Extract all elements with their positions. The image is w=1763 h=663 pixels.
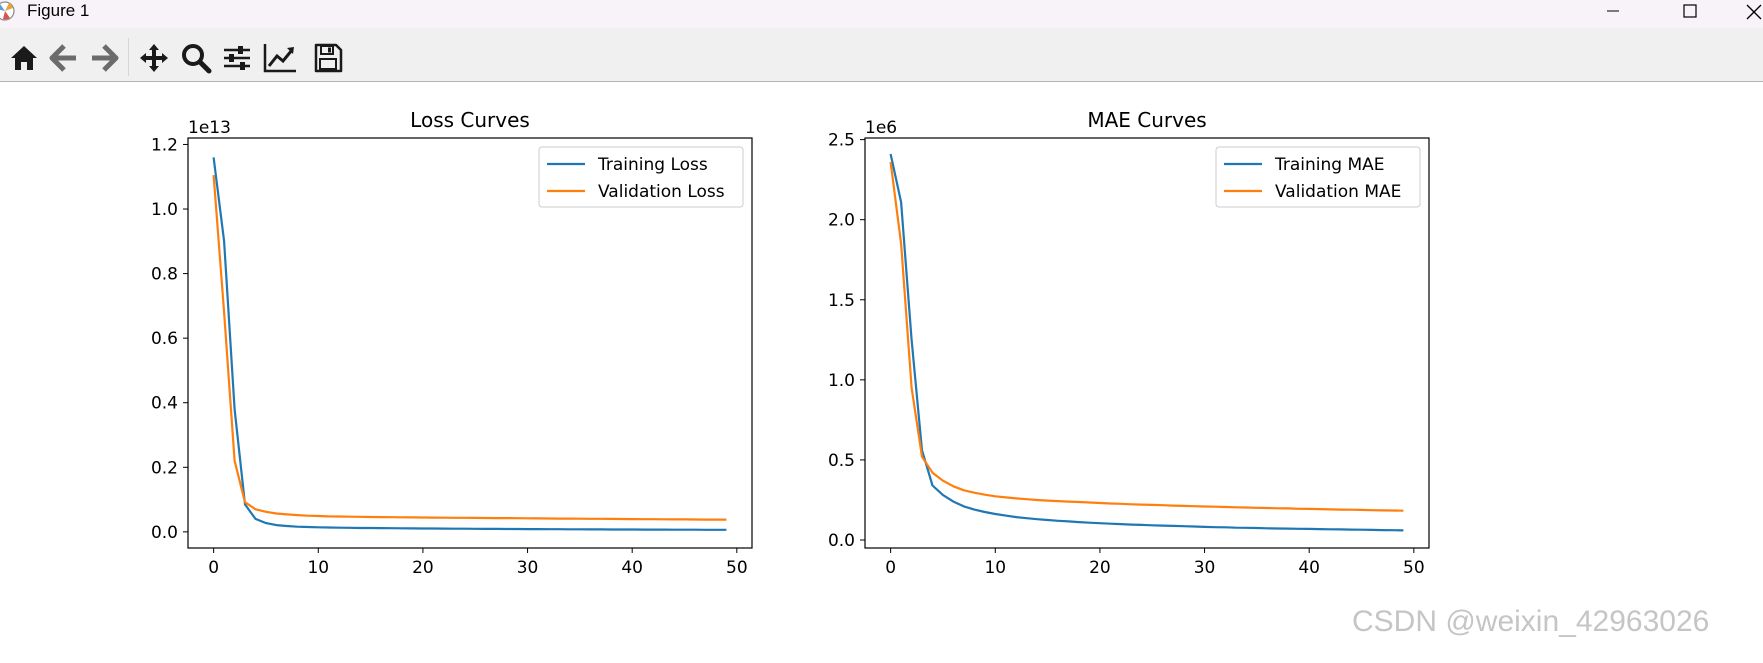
configure-subplots-icon <box>224 46 250 70</box>
home-button[interactable] <box>5 39 43 77</box>
back-icon <box>49 44 76 72</box>
y-tick-label: 0.8 <box>151 265 178 285</box>
window-title: Figure 1 <box>27 1 90 20</box>
y-tick-label: 0.2 <box>151 458 178 478</box>
close-button[interactable] <box>1730 0 1763 28</box>
close-icon <box>1746 4 1762 20</box>
axes-frame <box>187 137 753 549</box>
x-tick-label: 30 <box>517 558 539 578</box>
matplotlib-logo-icon <box>0 1 15 21</box>
y-tick-label: 2.5 <box>828 131 855 151</box>
zoom-button[interactable] <box>177 39 215 77</box>
legend-box <box>538 146 744 208</box>
y-tick-label: 2.0 <box>828 211 855 231</box>
x-tick-label: 50 <box>726 558 748 578</box>
y-tick-label: 0.0 <box>151 523 178 543</box>
chart-title: MAE Curves <box>1087 108 1206 132</box>
zoom-icon <box>182 44 212 74</box>
window-titlebar: Figure 1 <box>0 0 1763 28</box>
legend-label: Validation Loss <box>598 182 725 202</box>
navigation-toolbar <box>0 28 1763 82</box>
x-tick-label: 0 <box>885 558 896 578</box>
legend-label: Training Loss <box>597 155 708 175</box>
pan-icon <box>140 44 168 72</box>
minimize-icon <box>1607 10 1619 12</box>
figure-canvas[interactable]: 0 10 20 30 40 50 0.0 0.2 0.4 0.6 0.8 1.0 1.2 Loss Cur… <box>0 82 1763 659</box>
y-tick-label: 0.5 <box>828 451 855 471</box>
forward-button[interactable] <box>85 39 123 77</box>
configure-subplots-button[interactable] <box>218 39 256 77</box>
series-line-training-mae <box>889 153 1404 532</box>
axes-frame <box>864 137 1430 549</box>
x-tick-label: 30 <box>1194 558 1216 578</box>
y-tick-label: 0.6 <box>151 329 178 349</box>
save-icon <box>314 43 343 73</box>
legend-box <box>1215 146 1421 208</box>
y-offset-label: 1e13 <box>188 118 231 138</box>
forward-icon <box>92 44 119 72</box>
toolbar-separator <box>128 38 129 76</box>
y-tick-label: 1.0 <box>151 200 178 220</box>
series-line-validation-mae <box>889 161 1404 512</box>
maximize-button[interactable] <box>1667 0 1713 28</box>
chart-title: Loss Curves <box>410 108 530 132</box>
x-tick-label: 20 <box>1089 558 1111 578</box>
y-offset-label: 1e6 <box>865 118 897 138</box>
x-tick-label: 0 <box>208 558 219 578</box>
y-tick-label: 0.4 <box>151 394 178 414</box>
back-button[interactable] <box>45 39 83 77</box>
pan-button[interactable] <box>135 39 173 77</box>
save-button[interactable] <box>309 39 347 77</box>
series-line-training-loss <box>212 157 727 531</box>
x-tick-label: 10 <box>307 558 329 578</box>
home-icon <box>11 46 37 70</box>
x-tick-label: 40 <box>1298 558 1320 578</box>
y-tick-label: 0.0 <box>828 531 855 551</box>
x-tick-label: 10 <box>984 558 1006 578</box>
maximize-icon <box>1683 4 1697 18</box>
legend-label: Validation MAE <box>1275 182 1401 202</box>
figure-svg: 0 10 20 30 40 50 0.0 0.2 0.4 0.6 0.8 1.0 1.2 Loss Cur… <box>151 108 1430 578</box>
series-line-validation-loss <box>212 175 727 521</box>
minimize-button[interactable] <box>1590 0 1636 28</box>
edit-axis-icon <box>263 44 296 73</box>
watermark-text: CSDN @weixin_42963026 <box>1352 605 1710 638</box>
edit-axis-button[interactable] <box>259 39 297 77</box>
y-tick-label: 1.5 <box>828 291 855 311</box>
x-tick-label: 20 <box>412 558 434 578</box>
y-tick-label: 1.0 <box>828 371 855 391</box>
x-tick-label: 40 <box>621 558 643 578</box>
legend-label: Training MAE <box>1274 155 1385 175</box>
x-tick-label: 50 <box>1403 558 1425 578</box>
y-tick-label: 1.2 <box>151 135 178 155</box>
